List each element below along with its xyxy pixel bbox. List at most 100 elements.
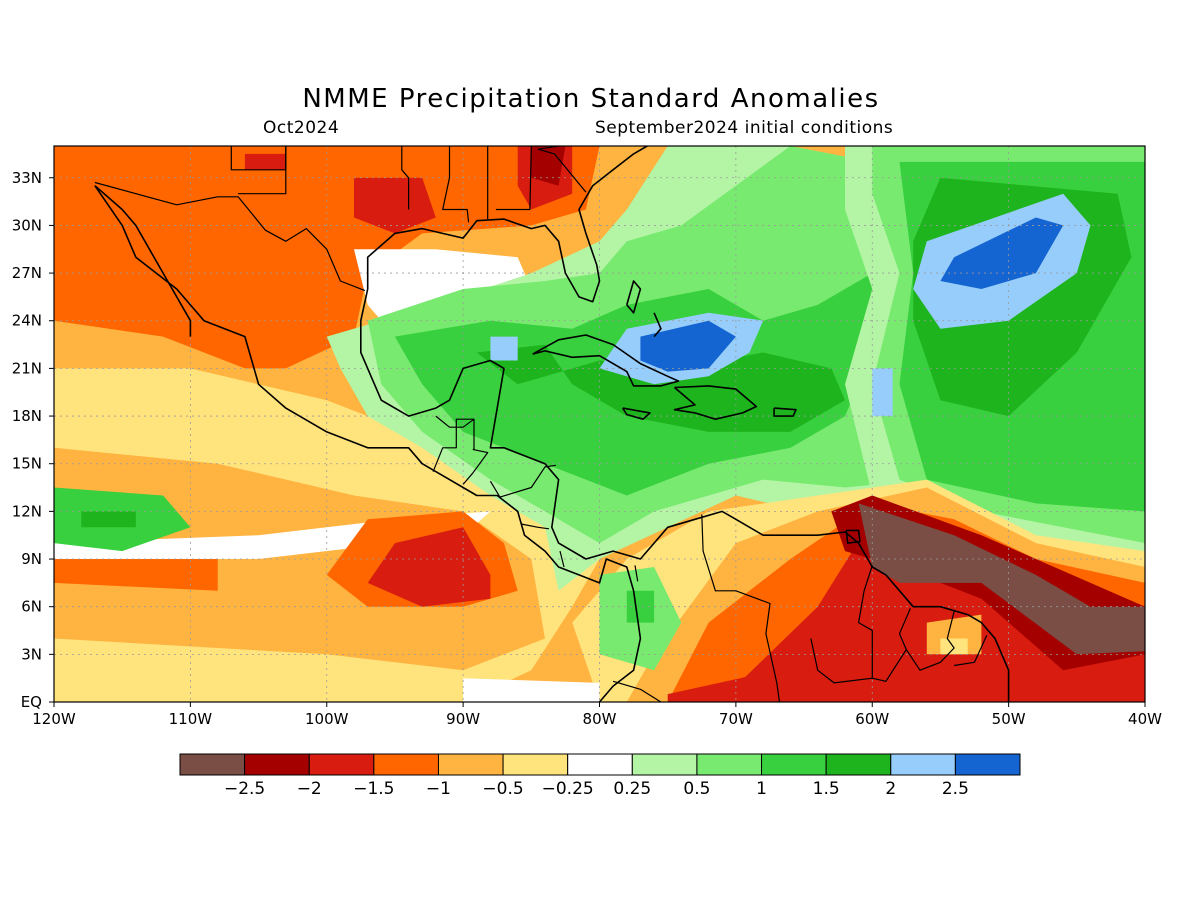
country-border [810,638,873,684]
lon-tick-label: 70W [719,710,753,728]
country-border [495,146,532,211]
lon-tick-label: 80W [583,710,617,728]
colorbar-swatch-3 [373,753,439,776]
initial-conditions: September2024 initial conditions [595,118,894,138]
coastline [366,146,648,303]
colorbar-level-label: 0.25 [613,779,651,799]
colorbar-swatch-10 [825,753,892,776]
lon-tick-label: 50W [992,710,1026,728]
colorbar-level-label: −1 [426,779,451,799]
colorbar-swatch-9 [761,753,827,776]
political-borders [94,146,988,702]
anomaly-region-12 [81,511,136,528]
colorbar-level-label: 1 [756,779,767,799]
coastline [626,280,642,314]
lon-tick-label: 100W [305,710,349,728]
lat-tick-label: 15N [12,455,42,473]
anomaly-region-28 [640,320,736,372]
lon-tick-label: 40W [1128,710,1162,728]
coastline [673,385,758,421]
coastline [622,407,651,421]
lat-tick-label: 24N [12,312,42,330]
coastline [94,185,192,337]
lat-tick-label: 30N [12,216,42,234]
coastline [653,312,662,338]
anomaly-region-14 [367,527,491,607]
lat-tick-label: 33N [12,169,42,187]
coastline [773,407,797,417]
colorbar-level-label: −1.5 [353,779,394,799]
colorbar-level-label: −0.5 [482,779,523,799]
colorbar-level-label: 2 [885,779,896,799]
colorbar-level-label: 1.5 [813,779,840,799]
country-border [612,680,662,702]
country-border [462,448,489,485]
country-border [634,565,639,582]
anomaly-region-26 [940,217,1064,289]
map-plot-area [54,146,1145,702]
graticule [54,146,1145,702]
lon-tick-label: 60W [855,710,889,728]
anomaly-region-5 [244,153,286,170]
colorbar-level-label: −0.25 [542,779,594,799]
lon-tick-label: 110W [169,710,213,728]
colorbar-level-label: −2.5 [224,779,265,799]
colorbar: −2.5 −2 −1.5 −1 −0.5 −0.25 0.25 0.5 1 1.5 2 2.5 [179,753,1021,799]
lon-tick-label: 120W [32,710,76,728]
anomaly-region-40 [626,590,655,623]
country-border [489,464,556,498]
coastline [845,529,861,544]
country-border [559,550,565,568]
map-title: NMME Precipitation Standard Anomalies [302,84,880,114]
anomaly-region-29 [490,336,518,361]
anomaly-region-15 [54,559,218,591]
anomaly-region-41 [463,678,600,702]
anomaly-region-30 [872,368,893,417]
lon-tick-label: 90W [446,710,480,728]
coastline [94,185,642,702]
lat-tick-label: 18N [12,407,42,425]
colorbar-swatch-12 [954,753,1021,776]
colorbar-swatch-1 [244,753,310,776]
colorbar-swatch-4 [437,753,504,776]
country-border [442,146,470,223]
colorbar-swatch-6 [567,753,633,776]
anomaly-region-38 [940,638,968,655]
country-border [905,611,955,671]
country-border [401,146,410,210]
country-border [521,523,550,530]
colorbar-swatch-8 [696,753,763,776]
colorbar-level-label: 2.5 [942,779,969,799]
colorbar-level-label: 0.5 [683,779,710,799]
colorbar-swatch-7 [631,753,698,776]
map-axes: 120W 110W 100W 90W 80W 70W 60W 50W 40W EQ 3N 6N 9N 12… [12,169,1162,728]
country-border [954,635,988,667]
colorbar-swatch-2 [308,753,375,776]
country-border [537,146,587,193]
colorbar-swatch-11 [890,753,956,776]
lat-tick-label: 3N [21,645,42,663]
lat-tick-label: 6N [21,598,42,616]
lat-tick-label: 21N [12,359,42,377]
anomaly-region-2 [354,177,436,234]
anomaly-region-42 [667,670,832,702]
colorbar-swatch-0 [179,753,246,776]
country-border [94,181,366,292]
lat-tick-label: EQ [21,693,42,711]
country-border [432,418,474,472]
coastlines [94,146,1010,702]
lat-tick-label: 27N [12,264,42,282]
country-border [435,415,475,450]
lat-tick-label: 9N [21,550,42,568]
anomaly-region-9 [54,447,545,671]
country-border [701,514,781,702]
anomaly-region-20 [476,344,845,432]
country-border [238,146,287,195]
lat-tick-label: 12N [12,502,42,520]
anomaly-region-36 [858,503,1145,655]
coastline [359,288,1010,702]
colorbar-level-label: −2 [297,779,322,799]
forecast-month: Oct2024 [263,118,340,138]
anomaly-region-34 [708,519,1145,702]
